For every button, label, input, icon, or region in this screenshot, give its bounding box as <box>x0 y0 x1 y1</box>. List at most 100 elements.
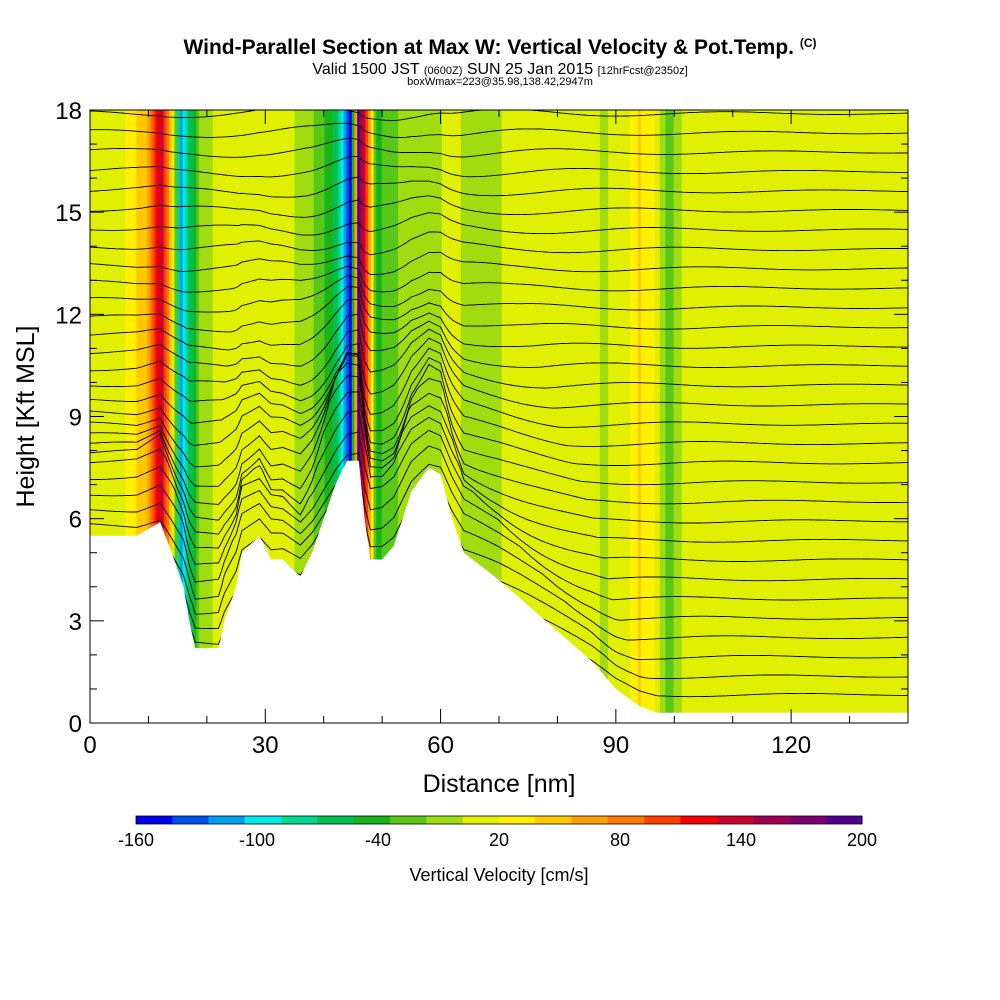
w-field-column <box>583 110 587 723</box>
colorbar-tick-label: 200 <box>847 830 877 850</box>
w-field-column <box>599 110 604 723</box>
w-field-column <box>869 110 874 723</box>
y-tick-label: 3 <box>69 609 82 636</box>
w-field-column <box>351 110 356 723</box>
w-field-column <box>387 110 391 723</box>
w-field-column <box>493 110 497 723</box>
w-field-column <box>209 110 214 723</box>
w-field-column <box>722 110 727 723</box>
w-field-column <box>880 110 885 723</box>
w-field-column <box>269 110 274 723</box>
w-field-column <box>534 110 538 723</box>
w-field-column <box>507 110 511 723</box>
w-field-column <box>788 110 792 723</box>
w-field-column <box>886 110 890 723</box>
w-field-column <box>455 110 459 723</box>
w-field-column <box>338 110 342 723</box>
w-field-column <box>564 110 568 723</box>
theta-contour-line <box>90 231 908 256</box>
w-field-column <box>575 110 579 723</box>
y-tick-label: 6 <box>69 507 82 534</box>
colorbar-tick-label: -40 <box>365 830 391 850</box>
w-field-column <box>839 110 844 723</box>
w-field-column <box>335 110 339 723</box>
w-field-column <box>103 110 108 723</box>
w-field-column <box>321 110 326 723</box>
w-field-column <box>373 110 377 723</box>
w-field-column <box>130 110 135 723</box>
w-field-column <box>657 110 661 723</box>
w-field-column <box>747 110 751 723</box>
w-field-column <box>804 110 808 723</box>
w-field-column <box>588 110 593 723</box>
theta-contour-line <box>90 337 908 409</box>
w-field-column <box>471 110 476 723</box>
w-field-column <box>125 110 129 723</box>
w-field-column <box>245 110 249 723</box>
w-field-column <box>280 110 285 723</box>
w-field-column <box>414 110 418 723</box>
y-tick-label: 15 <box>55 200 82 227</box>
w-field-column <box>272 110 277 723</box>
w-field-column <box>597 110 601 723</box>
w-field-column <box>629 110 634 723</box>
theta-contour-line <box>90 445 908 582</box>
w-field-column <box>332 110 337 723</box>
w-field-column <box>665 110 669 723</box>
w-field-column <box>253 110 258 723</box>
w-field-column <box>242 110 247 723</box>
w-field-column <box>289 110 293 723</box>
w-field-column <box>229 110 233 723</box>
w-field-column <box>692 110 697 723</box>
colorbar-swatch <box>716 816 754 824</box>
w-field-column <box>291 110 296 723</box>
w-field-column <box>359 110 364 723</box>
y-tick-label: 0 <box>69 711 82 738</box>
w-field-column <box>509 110 514 723</box>
w-field-column <box>392 110 397 723</box>
w-field-column <box>275 110 279 723</box>
w-field-column <box>419 110 424 723</box>
w-field-column <box>111 110 116 723</box>
w-field-column <box>199 110 203 723</box>
colorbar-swatch <box>353 816 391 824</box>
w-field-column <box>122 110 127 723</box>
w-field-column <box>531 110 536 723</box>
w-field-column <box>687 110 691 723</box>
w-field-column <box>569 110 574 723</box>
w-field-column <box>823 110 827 723</box>
w-field-column <box>608 110 612 723</box>
w-field-column <box>782 110 786 723</box>
x-axis-label: Distance [nm] <box>423 770 576 798</box>
y-tick-label: 18 <box>55 98 82 125</box>
colorbar-swatch <box>644 816 681 824</box>
w-field-column <box>766 110 770 723</box>
theta-contour-line <box>90 138 908 158</box>
w-field-column <box>749 110 754 723</box>
w-field-column <box>166 110 170 723</box>
w-field-column <box>640 110 645 723</box>
w-field-column <box>700 110 705 723</box>
w-field-column <box>436 110 440 723</box>
w-field-column <box>204 110 208 723</box>
w-field-column <box>196 110 200 723</box>
w-field-column <box>591 110 596 723</box>
w-field-column <box>561 110 566 723</box>
w-field-column <box>774 110 778 723</box>
w-field-column <box>310 110 315 723</box>
w-field-column <box>469 110 473 723</box>
w-field-column <box>820 110 825 723</box>
w-field-column <box>193 110 198 723</box>
w-field-column <box>324 110 328 723</box>
colorbar-swatch <box>462 816 500 824</box>
w-field-column <box>381 110 386 723</box>
w-field-column <box>632 110 637 723</box>
w-field-column <box>888 110 893 723</box>
theta-contour-line <box>90 265 908 293</box>
w-field-column <box>618 110 623 723</box>
w-field-column <box>878 110 882 723</box>
w-field-column <box>250 110 255 723</box>
theta-contour-line <box>90 463 908 601</box>
theta-contour-line <box>90 251 908 276</box>
w-field-column <box>248 110 252 723</box>
